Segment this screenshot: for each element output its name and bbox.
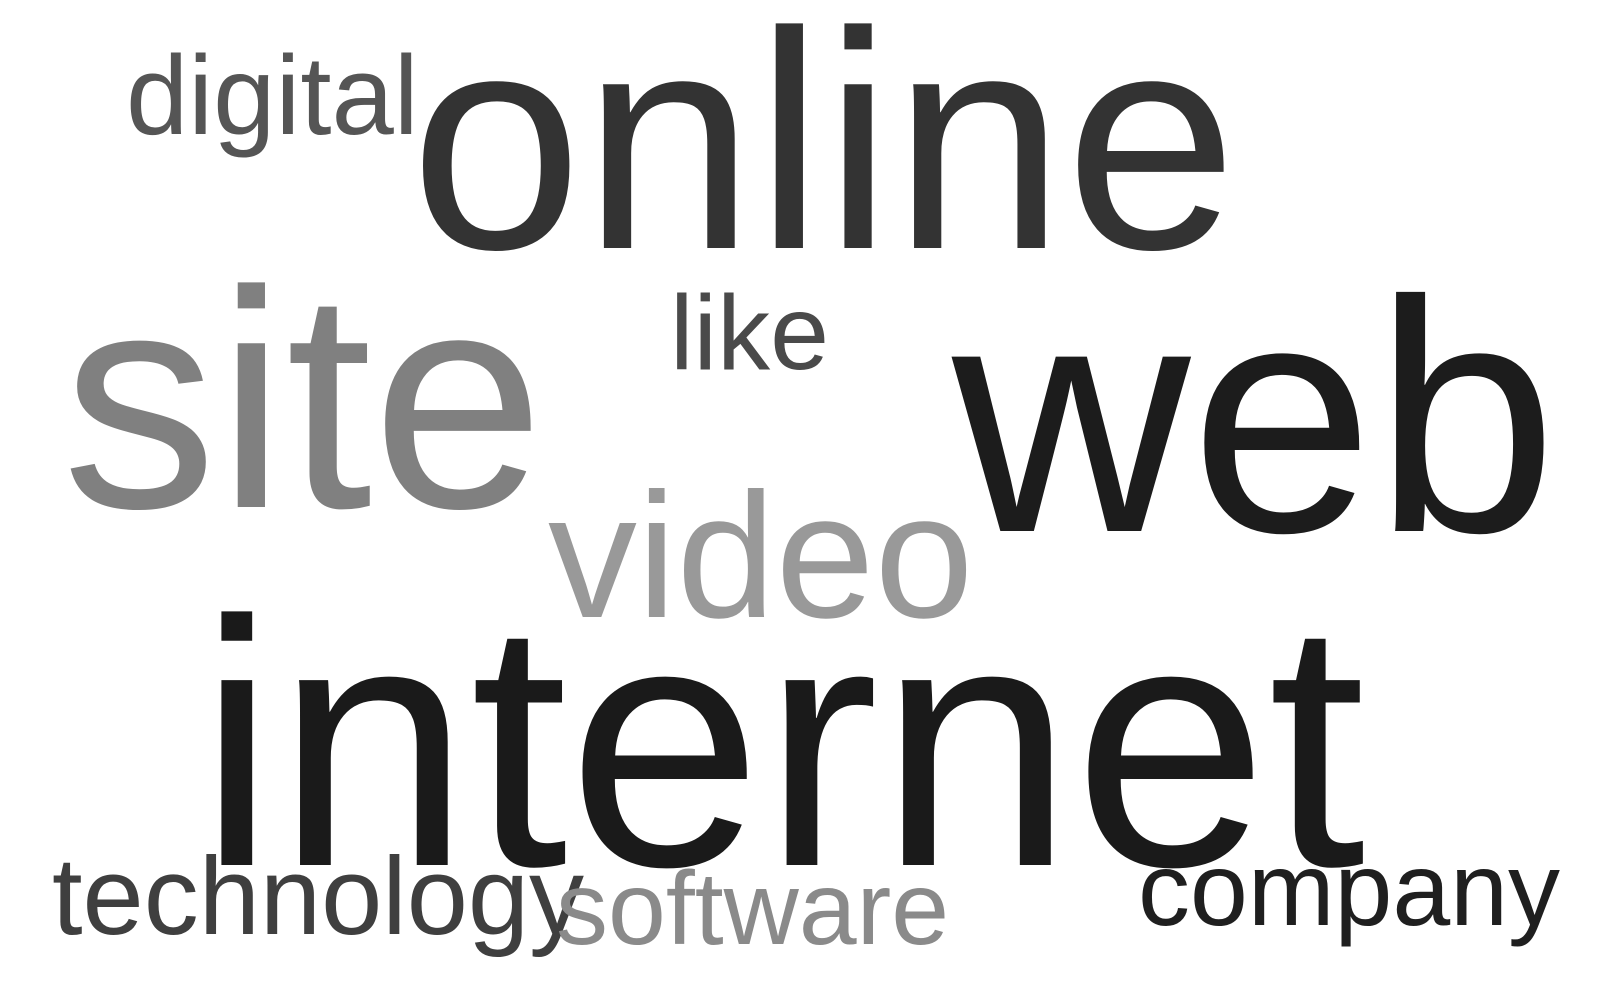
word-video: video xyxy=(548,456,974,655)
word-software: software xyxy=(556,851,950,967)
word-online: online xyxy=(410,0,1238,314)
word-internet: internet xyxy=(198,549,1366,940)
word-digital: digital xyxy=(126,33,419,158)
word-company: company xyxy=(1138,832,1560,948)
word-web: web xyxy=(952,232,1558,601)
word-site: site xyxy=(62,226,545,573)
word-like: like xyxy=(670,274,830,392)
word-technology: technology xyxy=(52,835,585,958)
